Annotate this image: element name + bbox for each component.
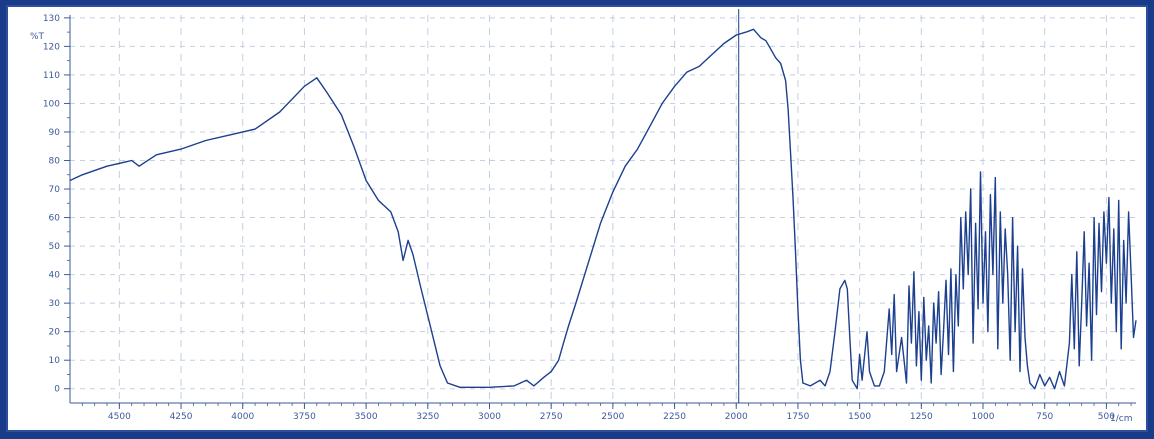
y-tick-label: 60 (49, 214, 61, 224)
y-axis-title: %T (30, 32, 45, 42)
x-tick-label: 2000 (725, 412, 748, 422)
y-tick-label: 20 (49, 328, 61, 338)
x-tick-label: 3500 (355, 412, 378, 422)
spectrum-line (69, 28, 1137, 390)
y-tick-label: 10 (49, 356, 61, 366)
series-layer (69, 9, 1137, 403)
y-tick-label: 40 (49, 271, 61, 281)
x-tick-label: 750 (1036, 412, 1053, 422)
y-tick-label: 120 (43, 42, 60, 52)
x-tick-label: 2250 (663, 412, 686, 422)
y-tick-label: 70 (49, 185, 61, 195)
x-tick-label: 1750 (786, 412, 809, 422)
y-tick-label: 130 (43, 14, 60, 24)
x-tick-label: 2750 (540, 412, 563, 422)
y-tick-label: 80 (49, 157, 61, 167)
x-tick-label: 4500 (108, 412, 131, 422)
x-tick-label: 500 (1098, 412, 1115, 422)
x-tick-label: 1250 (910, 412, 933, 422)
x-tick-label: 4250 (170, 412, 193, 422)
x-tick-label: 3750 (293, 412, 316, 422)
y-tick-label: 30 (49, 299, 61, 309)
axis-layer: 4500 4250 4000 3750 3500 3250 3000 2750 2500 2250… (43, 14, 1136, 422)
y-tick-label: 50 (49, 242, 61, 252)
x-tick-label: 2500 (601, 412, 624, 422)
x-tick-label: 1000 (972, 412, 995, 422)
x-tick-label: 3250 (416, 412, 439, 422)
y-tick-label: 90 (49, 128, 61, 138)
y-tick-label: 100 (43, 99, 60, 109)
x-tick-label: 1500 (848, 412, 871, 422)
grid-layer (70, 15, 1136, 403)
y-tick-label: 0 (54, 385, 60, 395)
x-tick-label: 3000 (478, 412, 501, 422)
y-tick-label: 110 (43, 71, 60, 81)
x-axis-title: 1/cm (1110, 414, 1132, 424)
chart-frame: 4500 4250 4000 3750 3500 3250 3000 2750 2500 2250… (6, 5, 1148, 432)
ir-spectrum-chart: 4500 4250 4000 3750 3500 3250 3000 2750 2500 2250… (30, 9, 1137, 424)
x-tick-label: 4000 (231, 412, 254, 422)
